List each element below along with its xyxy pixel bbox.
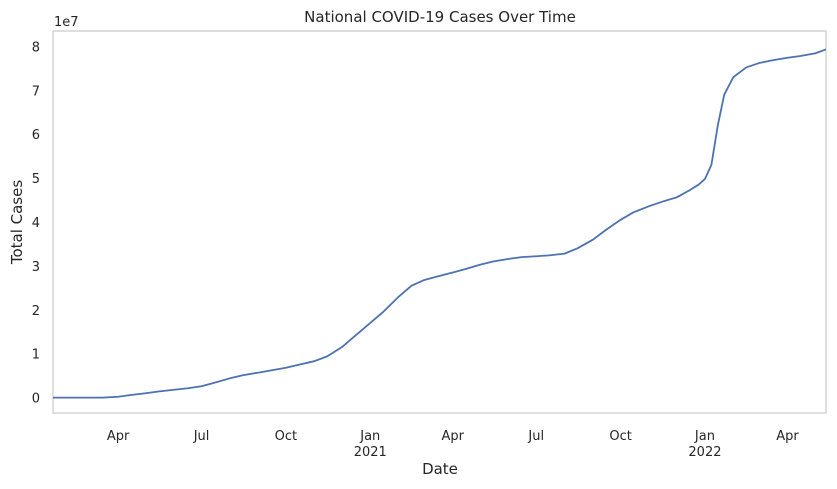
y-tick-label: 2 [32,304,40,319]
y-offset-label: 1e7 [54,15,79,30]
x-tick-year-label: 2022 [688,445,721,460]
x-tick-label: Jan [694,429,715,444]
series-line-total-cases [53,48,826,399]
x-tick-label: Jul [527,429,544,444]
x-tick-label: Oct [609,429,631,444]
x-tick-label: Apr [107,429,130,444]
y-tick-label: 7 [32,84,40,99]
y-tick-label: 6 [32,128,40,143]
x-tick-label: Apr [442,429,465,444]
plot-frame [52,30,827,414]
x-tick-label: Oct [275,429,297,444]
y-axis-label: Total Cases [8,180,26,266]
x-tick-label: Jul [193,429,210,444]
y-tick-label: 4 [32,216,40,231]
y-tick-label: 0 [32,392,40,407]
x-axis-label: Date [422,460,458,478]
plot-area [53,48,826,399]
y-tick-label: 1 [32,348,40,363]
x-tick-year-label: 2021 [354,445,387,460]
x-tick-label: Jan [359,429,380,444]
y-tick-label: 8 [32,40,40,55]
x-tick-label: Apr [776,429,799,444]
y-tick-label: 5 [32,172,40,187]
y-tick-label: 3 [32,260,40,275]
y-axis-ticks: 0 1 2 3 4 5 6 7 8 [32,40,40,406]
chart-title: National COVID-19 Cases Over Time [304,8,576,26]
